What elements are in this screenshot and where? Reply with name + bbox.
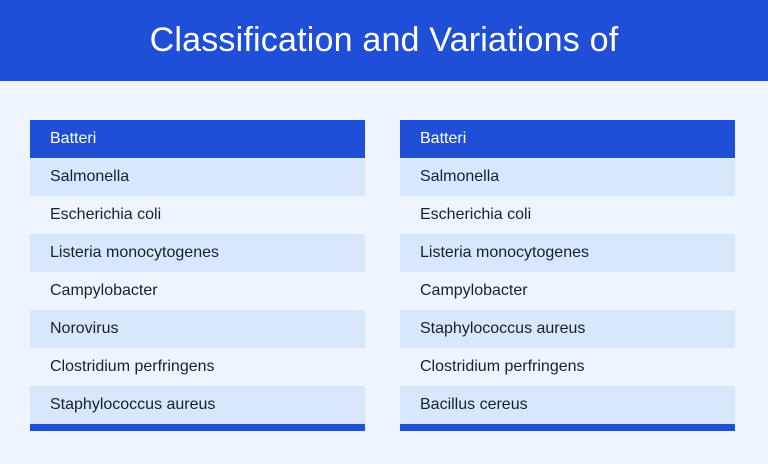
table-row: Staphylococcus aureus	[30, 386, 365, 424]
table-row: Clostridium perfringens	[400, 348, 735, 386]
table-row: Listeria monocytogenes	[30, 234, 365, 272]
table-header: Batteri	[30, 120, 365, 158]
table-row: Campylobacter	[30, 272, 365, 310]
table-right: Batteri Salmonella Escherichia coli List…	[400, 120, 735, 431]
table-row: Norovirus	[30, 310, 365, 348]
table-header: Batteri	[400, 120, 735, 158]
table-row: Clostridium perfringens	[30, 348, 365, 386]
table-row: Campylobacter	[400, 272, 735, 310]
table-row: Escherichia coli	[400, 196, 735, 234]
table-row: Staphylococcus aureus	[400, 310, 735, 348]
table-row: Listeria monocytogenes	[400, 234, 735, 272]
table-left: Batteri Salmonella Escherichia coli List…	[30, 120, 365, 431]
page-title: Classification and Variations of	[149, 21, 619, 59]
table-row: Salmonella	[30, 158, 365, 196]
table-row: Salmonella	[400, 158, 735, 196]
title-banner: Classification and Variations of	[0, 0, 768, 81]
table-row: Bacillus cereus	[400, 386, 735, 424]
table-row: Escherichia coli	[30, 196, 365, 234]
